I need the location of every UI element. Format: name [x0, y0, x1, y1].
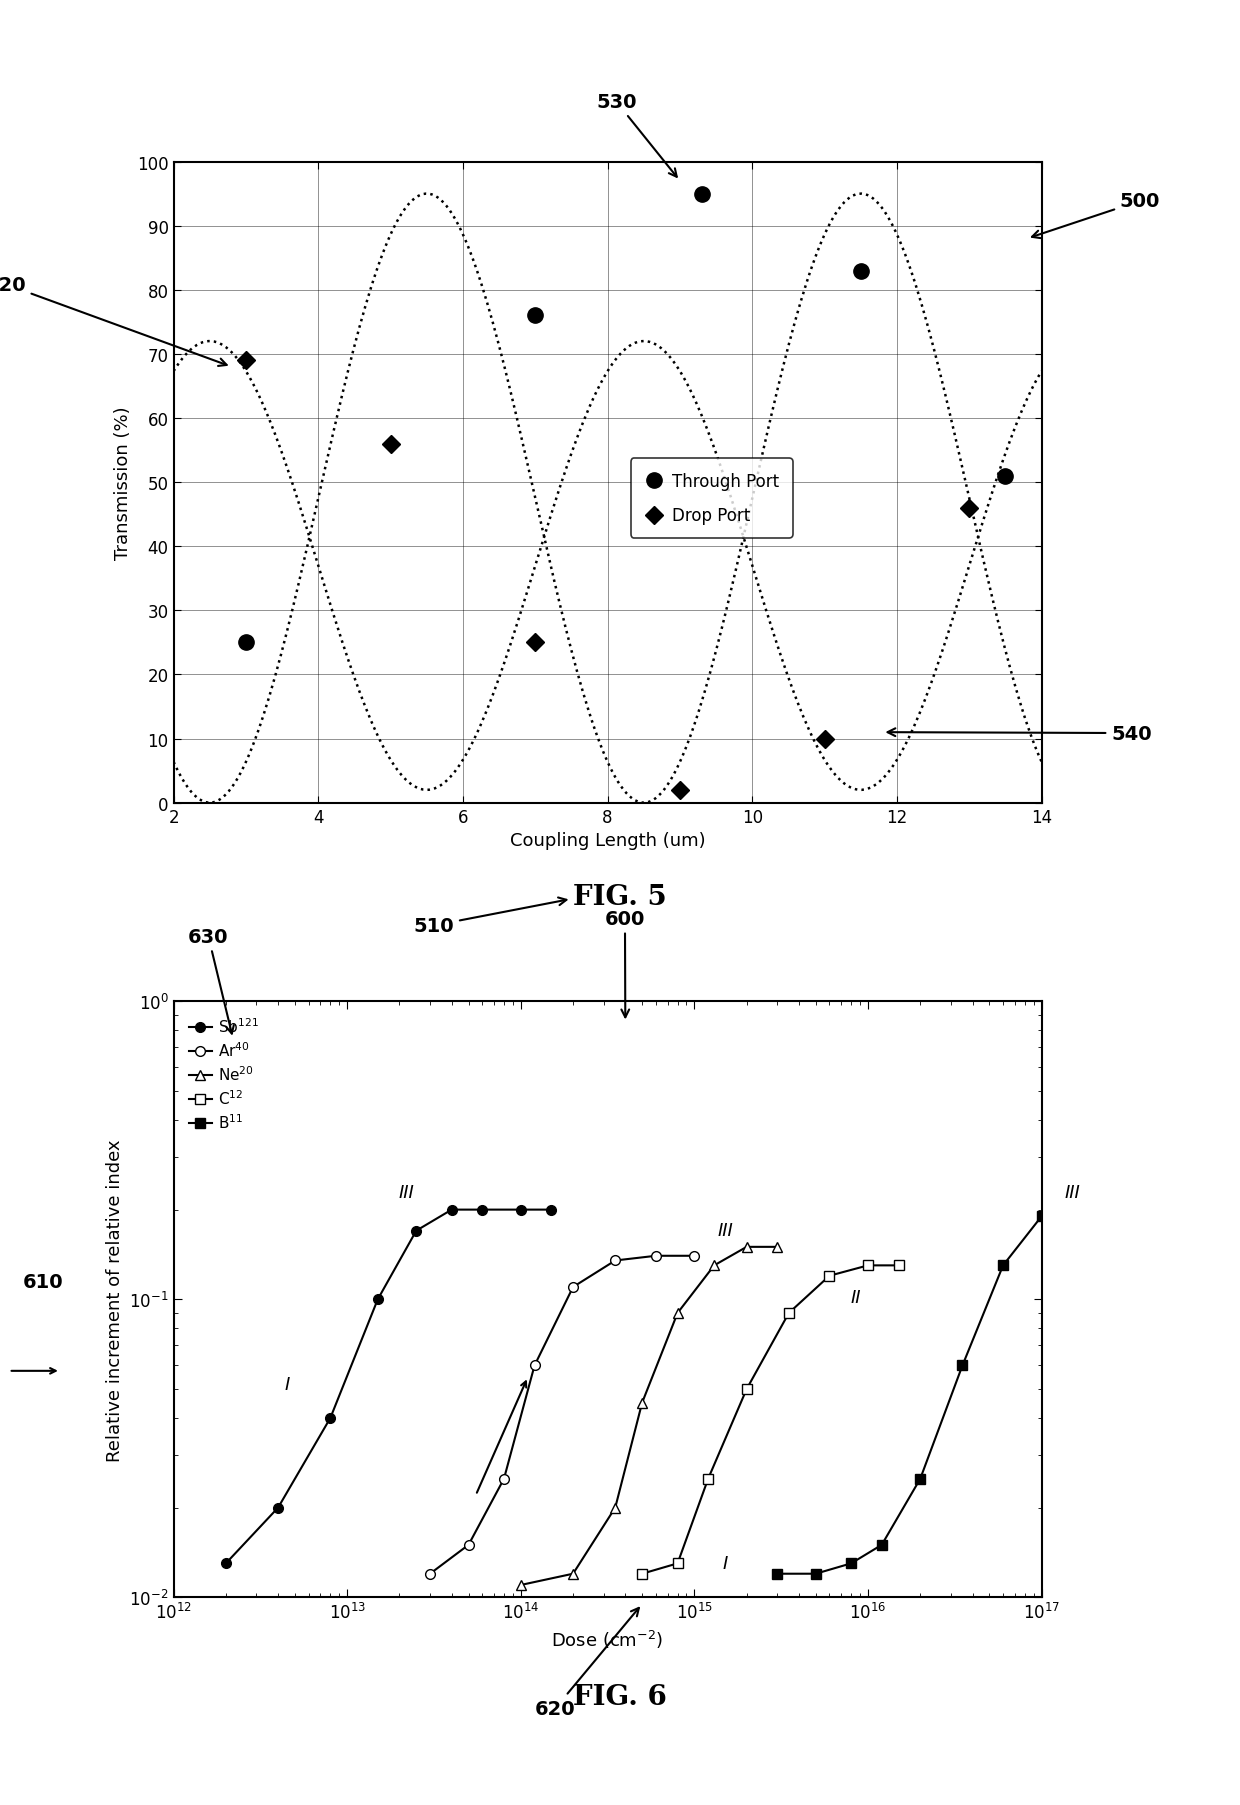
Line: Ne$^{20}$: Ne$^{20}$ [516, 1242, 782, 1590]
Drop Port [672, 780, 687, 801]
Sb$^{121}$ [544, 1199, 559, 1220]
Ne$^{20}$ [608, 1496, 622, 1518]
Ne$^{20}$ [513, 1574, 528, 1596]
C$^{12}$ [701, 1467, 715, 1489]
Ne$^{20}$ [670, 1303, 684, 1325]
X-axis label: Dose (cm$^{-2}$): Dose (cm$^{-2}$) [552, 1628, 663, 1650]
Drop Port [962, 498, 977, 520]
Through Port [238, 632, 253, 653]
Text: FIG. 5: FIG. 5 [573, 884, 667, 910]
Drop Port [528, 632, 543, 653]
Text: III: III [1064, 1184, 1080, 1202]
B$^{11}$ [996, 1254, 1011, 1276]
Line: B$^{11}$: B$^{11}$ [773, 1206, 1099, 1579]
Ar$^{40}$ [496, 1467, 511, 1489]
Ar$^{40}$ [608, 1249, 622, 1271]
Sb$^{121}$ [513, 1199, 528, 1220]
Text: 610: 610 [24, 1273, 63, 1291]
Through Port [998, 466, 1013, 487]
C$^{12}$ [861, 1254, 875, 1276]
Ne$^{20}$ [770, 1236, 785, 1258]
Text: II: II [851, 1289, 861, 1307]
Line: Ar$^{40}$: Ar$^{40}$ [425, 1251, 699, 1579]
Legend: Through Port, Drop Port: Through Port, Drop Port [631, 458, 792, 538]
Sb$^{121}$ [444, 1199, 459, 1220]
Legend: Sb$^{121}$, Ar$^{40}$, Ne$^{20}$, C$^{12}$, B$^{11}$: Sb$^{121}$, Ar$^{40}$, Ne$^{20}$, C$^{12… [181, 1009, 267, 1139]
Ar$^{40}$ [565, 1276, 580, 1298]
Drop Port [383, 433, 398, 455]
Sb$^{121}$ [218, 1552, 233, 1574]
Text: I: I [284, 1375, 290, 1393]
Sb$^{121}$ [371, 1289, 386, 1310]
B$^{11}$ [1034, 1206, 1049, 1227]
B$^{11}$ [913, 1467, 928, 1489]
Through Port [528, 305, 543, 327]
B$^{11}$ [955, 1356, 970, 1377]
Text: III: III [399, 1184, 414, 1202]
Line: C$^{12}$: C$^{12}$ [637, 1262, 904, 1579]
Drop Port [817, 727, 832, 749]
Sb$^{121}$ [409, 1220, 424, 1242]
Through Port [694, 184, 709, 206]
Sb$^{121}$ [270, 1496, 285, 1518]
Text: 530: 530 [596, 94, 677, 177]
Text: 540: 540 [888, 724, 1152, 744]
Ne$^{20}$ [739, 1236, 754, 1258]
Ar$^{40}$ [649, 1245, 663, 1267]
Text: 600: 600 [605, 910, 645, 1018]
Ar$^{40}$ [423, 1563, 438, 1585]
Text: 520: 520 [0, 276, 227, 366]
Text: I: I [723, 1554, 728, 1572]
Ne$^{20}$ [565, 1563, 580, 1585]
C$^{12}$ [670, 1552, 684, 1574]
Text: 630: 630 [188, 928, 234, 1034]
C$^{12}$ [739, 1379, 754, 1401]
Text: FIG. 6: FIG. 6 [573, 1684, 667, 1709]
Ar$^{40}$ [527, 1356, 542, 1377]
Text: 510: 510 [414, 897, 567, 935]
B$^{11}$ [808, 1563, 823, 1585]
Line: Drop Port: Drop Port [239, 356, 976, 796]
Sb$^{121}$ [322, 1408, 337, 1430]
B$^{11}$ [1086, 1199, 1101, 1220]
Line: Sb$^{121}$: Sb$^{121}$ [221, 1206, 557, 1569]
Y-axis label: Relative increment of relative index: Relative increment of relative index [105, 1139, 124, 1460]
Ar$^{40}$ [461, 1534, 476, 1556]
Ne$^{20}$ [707, 1254, 722, 1276]
Drop Port [238, 350, 253, 372]
Text: 620: 620 [536, 1608, 639, 1718]
C$^{12}$ [635, 1563, 650, 1585]
B$^{11}$ [770, 1563, 785, 1585]
Ne$^{20}$ [635, 1392, 650, 1413]
Text: III: III [717, 1220, 733, 1238]
Line: Through Port: Through Port [238, 188, 1013, 650]
C$^{12}$ [892, 1254, 906, 1276]
Through Port [853, 260, 868, 282]
B$^{11}$ [874, 1534, 889, 1556]
B$^{11}$ [843, 1552, 858, 1574]
X-axis label: Coupling Length (um): Coupling Length (um) [510, 832, 706, 850]
Y-axis label: Transmission (%): Transmission (%) [114, 406, 131, 560]
Text: 500: 500 [1032, 193, 1161, 238]
C$^{12}$ [781, 1303, 796, 1325]
Ar$^{40}$ [687, 1245, 702, 1267]
Sb$^{121}$ [475, 1199, 490, 1220]
C$^{12}$ [822, 1265, 837, 1287]
